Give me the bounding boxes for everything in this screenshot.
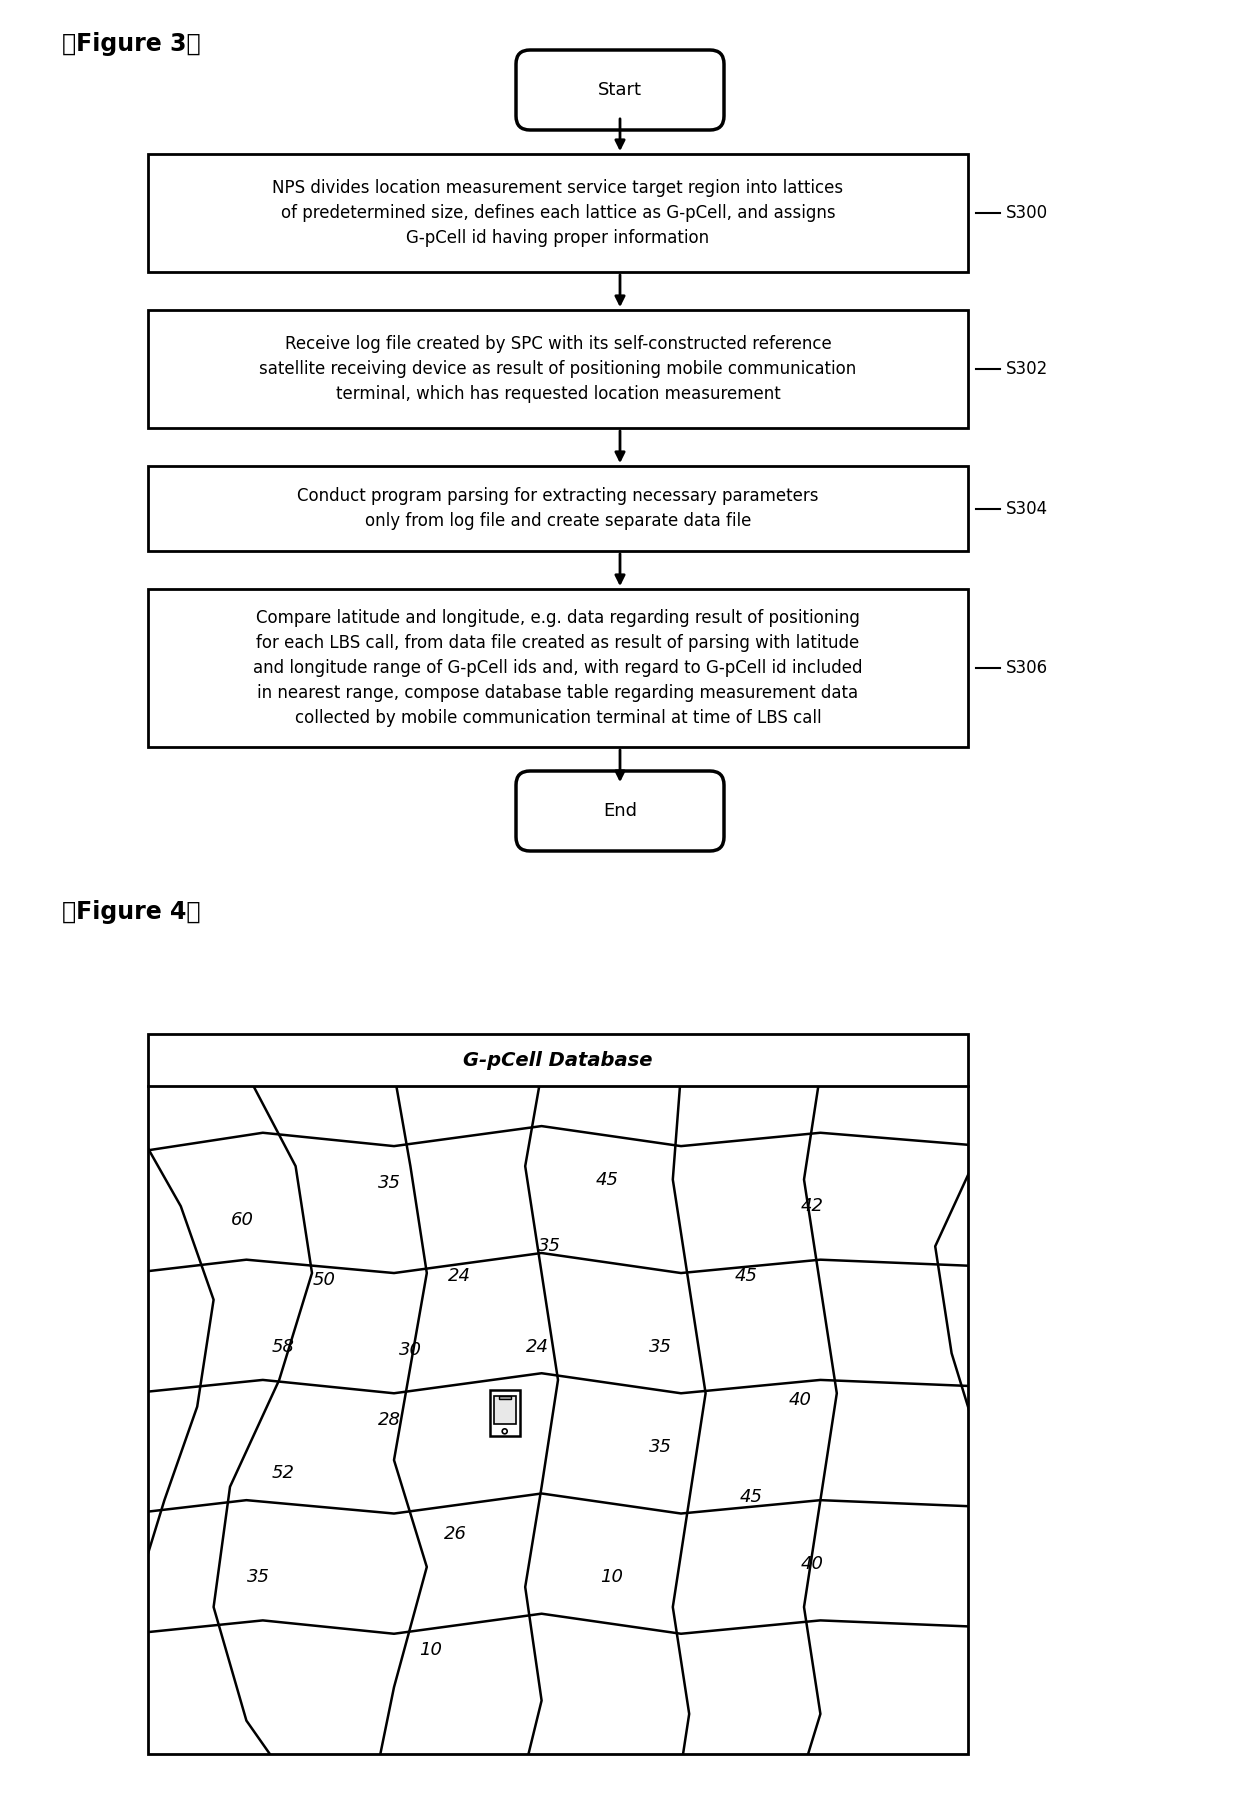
FancyBboxPatch shape bbox=[516, 51, 724, 131]
Text: 60: 60 bbox=[231, 1211, 254, 1229]
FancyBboxPatch shape bbox=[494, 1397, 516, 1424]
FancyBboxPatch shape bbox=[148, 154, 968, 272]
FancyBboxPatch shape bbox=[148, 588, 968, 746]
Text: 45: 45 bbox=[739, 1487, 763, 1505]
Text: 58: 58 bbox=[272, 1338, 295, 1355]
Text: Conduct program parsing for extracting necessary parameters
only from log file a: Conduct program parsing for extracting n… bbox=[298, 487, 818, 530]
Text: Start: Start bbox=[598, 82, 642, 100]
Text: S304: S304 bbox=[1006, 499, 1048, 518]
FancyBboxPatch shape bbox=[148, 311, 968, 429]
Text: G-pCell Database: G-pCell Database bbox=[464, 1050, 652, 1070]
Text: 24: 24 bbox=[526, 1338, 549, 1355]
Text: 24: 24 bbox=[448, 1268, 471, 1286]
FancyBboxPatch shape bbox=[498, 1397, 511, 1400]
Text: End: End bbox=[603, 803, 637, 821]
Text: 28: 28 bbox=[378, 1411, 402, 1429]
Text: 35: 35 bbox=[378, 1173, 402, 1191]
Text: Receive log file created by SPC with its self-constructed reference
satellite re: Receive log file created by SPC with its… bbox=[259, 334, 857, 403]
Text: 30: 30 bbox=[399, 1340, 422, 1358]
Text: 10: 10 bbox=[600, 1567, 622, 1585]
Text: 52: 52 bbox=[272, 1464, 295, 1482]
Text: 26: 26 bbox=[444, 1525, 467, 1542]
Text: 35: 35 bbox=[538, 1237, 562, 1255]
Text: S306: S306 bbox=[1006, 659, 1048, 677]
Text: 50: 50 bbox=[312, 1271, 336, 1289]
Text: S302: S302 bbox=[1006, 360, 1048, 378]
FancyBboxPatch shape bbox=[490, 1391, 520, 1436]
Text: 40: 40 bbox=[801, 1554, 823, 1573]
FancyBboxPatch shape bbox=[148, 467, 968, 550]
FancyBboxPatch shape bbox=[516, 772, 724, 852]
Text: 10: 10 bbox=[419, 1642, 443, 1660]
Text: 』Figure 3】: 』Figure 3】 bbox=[62, 33, 201, 56]
Text: 42: 42 bbox=[801, 1197, 823, 1215]
Text: 35: 35 bbox=[649, 1338, 672, 1355]
Text: Compare latitude and longitude, e.g. data regarding result of positioning
for ea: Compare latitude and longitude, e.g. dat… bbox=[253, 608, 863, 726]
FancyBboxPatch shape bbox=[148, 1033, 968, 1754]
Text: 45: 45 bbox=[735, 1268, 758, 1286]
Text: 45: 45 bbox=[595, 1171, 619, 1188]
Text: 』Figure 4】: 』Figure 4】 bbox=[62, 901, 201, 924]
Text: NPS divides location measurement service target region into lattices
of predeter: NPS divides location measurement service… bbox=[273, 180, 843, 247]
Text: S300: S300 bbox=[1006, 203, 1048, 222]
Text: 35: 35 bbox=[247, 1567, 270, 1585]
Text: 40: 40 bbox=[789, 1391, 811, 1409]
Text: 35: 35 bbox=[649, 1438, 672, 1456]
